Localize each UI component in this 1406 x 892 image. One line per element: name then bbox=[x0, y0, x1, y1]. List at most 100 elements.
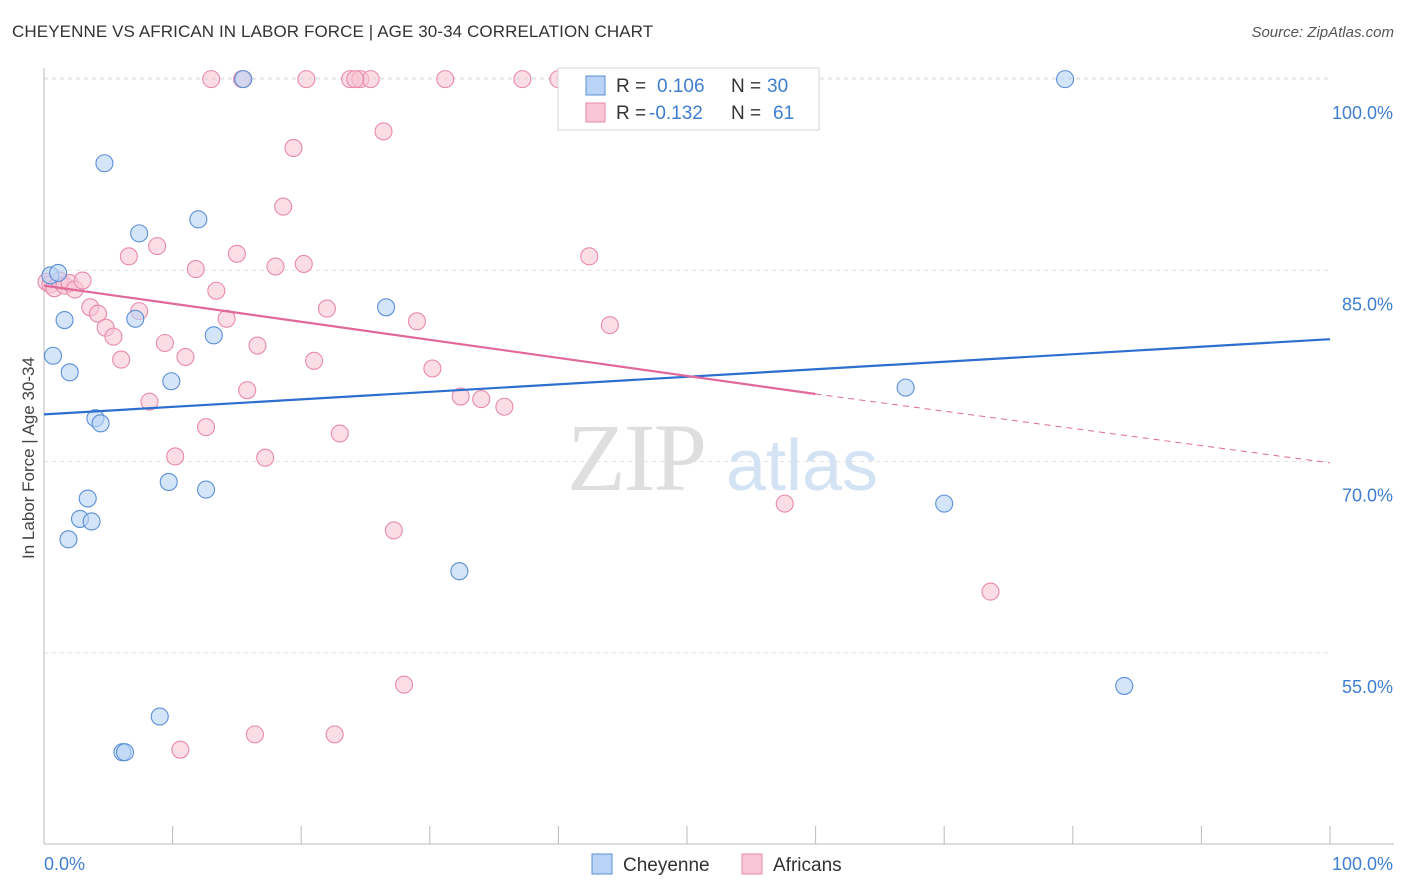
cheyenne-point bbox=[55, 311, 74, 330]
africans-point bbox=[346, 70, 365, 89]
bottom-legend-cheyenne: Cheyenne bbox=[623, 855, 710, 876]
bottom-legend-swatch-africans bbox=[741, 853, 763, 875]
cheyenne-point bbox=[159, 472, 178, 492]
africans-point bbox=[248, 336, 267, 355]
cheyenne-point bbox=[82, 512, 101, 531]
watermark: ZIP atlas bbox=[567, 404, 878, 511]
cheyenne-point bbox=[935, 494, 954, 513]
africans-point bbox=[472, 390, 491, 409]
watermark-zip: ZIP bbox=[567, 404, 705, 511]
africans-point bbox=[330, 424, 349, 443]
legend-n-label: N = bbox=[731, 103, 761, 124]
legend-r-label: R = bbox=[616, 103, 646, 124]
cheyenne-point bbox=[234, 70, 253, 89]
y-tick-label: 100.0% bbox=[1332, 103, 1393, 123]
africans-trendline bbox=[43, 284, 816, 396]
africans-point bbox=[196, 418, 216, 437]
africans-point bbox=[294, 254, 313, 274]
cheyenne-point bbox=[43, 346, 63, 365]
cheyenne-point bbox=[150, 707, 169, 726]
africans-point bbox=[119, 247, 138, 266]
legend-n-value: 61 bbox=[773, 103, 794, 124]
cheyenne-point bbox=[450, 562, 469, 581]
axes bbox=[43, 68, 1394, 845]
legend-r-value: 0.106 bbox=[657, 76, 705, 97]
africans-point bbox=[981, 582, 1000, 601]
cheyenne-point bbox=[49, 263, 68, 282]
y-tick-labels: 55.0% 70.0% 85.0% 100.0% bbox=[1332, 103, 1393, 697]
watermark-atlas: atlas bbox=[726, 426, 878, 506]
africans-point bbox=[297, 70, 316, 89]
africans-point bbox=[104, 327, 123, 346]
y-tick-label: 70.0% bbox=[1342, 486, 1393, 506]
y-axis-label: In Labor Force | Age 30-34 bbox=[19, 357, 38, 559]
cheyenne-point bbox=[896, 378, 915, 397]
cheyenne-point bbox=[115, 743, 135, 762]
africans-point bbox=[148, 237, 167, 256]
legend-swatch-africans bbox=[585, 102, 606, 123]
africans-point bbox=[374, 122, 393, 141]
africans-point bbox=[227, 244, 246, 263]
bottom-legend-swatch-cheyenne bbox=[591, 853, 613, 875]
cheyenne-point bbox=[126, 309, 145, 328]
africans-point bbox=[245, 725, 264, 744]
africans-point bbox=[361, 70, 380, 89]
grid-lines bbox=[44, 77, 1330, 654]
legend-n-label: N = bbox=[731, 76, 761, 97]
cheyenne-point bbox=[162, 372, 181, 391]
africans-point bbox=[202, 70, 221, 89]
cheyenne-point bbox=[130, 224, 149, 243]
africans-point bbox=[384, 521, 403, 540]
africans-point bbox=[155, 333, 174, 353]
africans-points bbox=[37, 70, 1000, 759]
x-tick-labels: 0.0% 100.0% bbox=[44, 854, 1393, 874]
africans-point bbox=[513, 70, 532, 89]
cheyenne-point bbox=[59, 530, 78, 549]
africans-point bbox=[495, 397, 514, 416]
legend-r-label: R = bbox=[616, 76, 646, 97]
cheyenne-point bbox=[196, 480, 216, 499]
cheyenne-point bbox=[1056, 70, 1075, 89]
africans-point bbox=[423, 359, 442, 378]
trendlines bbox=[43, 284, 1331, 464]
africans-point bbox=[451, 387, 470, 406]
legend-r-value: -0.132 bbox=[649, 103, 703, 124]
africans-point bbox=[407, 312, 426, 331]
africans-point bbox=[284, 138, 303, 158]
africans-point bbox=[436, 70, 455, 89]
cheyenne-point bbox=[95, 154, 114, 173]
chart-title: CHEYENNE VS AFRICAN IN LABOR FORCE | AGE… bbox=[12, 22, 654, 41]
cheyenne-point bbox=[91, 414, 110, 433]
africans-point bbox=[238, 381, 257, 400]
legend: R = 0.106 N = 30 R = -0.132 N = 61 bbox=[557, 67, 820, 131]
africans-point bbox=[775, 494, 794, 513]
cheyenne-point bbox=[377, 298, 396, 317]
africans-point bbox=[600, 316, 619, 335]
y-tick-label: 55.0% bbox=[1342, 677, 1393, 697]
africans-point bbox=[112, 350, 131, 369]
cheyenne-point bbox=[204, 326, 223, 345]
bottom-legend-africans: Africans bbox=[773, 855, 842, 876]
africans-point bbox=[207, 281, 226, 300]
legend-swatch-cheyenne bbox=[585, 75, 606, 96]
cheyenne-point bbox=[189, 210, 208, 229]
africans-point bbox=[266, 257, 285, 276]
legend-n-value: 30 bbox=[767, 76, 788, 97]
africans-point bbox=[171, 740, 190, 759]
cheyenne-point bbox=[1115, 676, 1134, 695]
africans-point bbox=[176, 347, 195, 367]
africans-point bbox=[73, 271, 92, 290]
africans-point bbox=[325, 725, 344, 744]
y-tick-label: 85.0% bbox=[1342, 294, 1393, 314]
africans-point bbox=[580, 247, 599, 266]
africans-point bbox=[305, 351, 324, 370]
africans-trendline-extension bbox=[815, 393, 1331, 464]
africans-point bbox=[140, 392, 159, 411]
africans-point bbox=[317, 299, 336, 318]
cheyenne-point bbox=[60, 363, 79, 382]
chart-source: Source: ZipAtlas.com bbox=[1251, 24, 1394, 41]
cheyenne-point bbox=[78, 489, 97, 508]
africans-point bbox=[256, 448, 275, 467]
x-tick-label: 0.0% bbox=[44, 854, 85, 874]
